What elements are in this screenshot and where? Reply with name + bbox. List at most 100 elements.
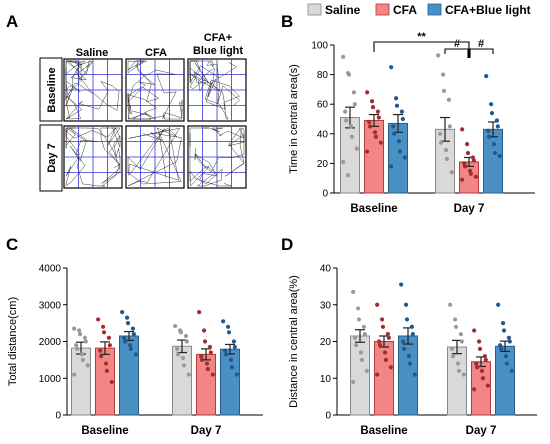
data-point bbox=[438, 140, 444, 145]
x-tick-label: Baseline bbox=[350, 203, 397, 215]
data-point bbox=[456, 368, 462, 373]
data-point bbox=[103, 361, 109, 366]
data-point bbox=[72, 372, 77, 377]
data-point bbox=[476, 339, 482, 344]
data-point bbox=[472, 387, 477, 392]
data-point bbox=[128, 346, 134, 351]
data-point bbox=[186, 372, 191, 377]
data-point bbox=[494, 118, 500, 123]
arena-1-2 bbox=[187, 125, 247, 189]
significance-bracket bbox=[373, 41, 470, 58]
data-point bbox=[100, 324, 106, 329]
data-point bbox=[367, 119, 372, 125]
data-point bbox=[175, 346, 180, 351]
data-point bbox=[409, 324, 415, 329]
data-point bbox=[447, 124, 452, 129]
data-point bbox=[181, 363, 187, 368]
x-tick-label: Baseline bbox=[360, 425, 407, 437]
data-point bbox=[348, 124, 354, 129]
data-point bbox=[504, 361, 510, 366]
y-tick-label: 20 bbox=[317, 159, 329, 170]
data-point bbox=[441, 88, 447, 93]
panel-a: Saline CFA CFA+ Blue light Baseline Day … bbox=[39, 32, 247, 192]
data-point bbox=[450, 346, 455, 351]
x-tick-label: Baseline bbox=[81, 425, 128, 437]
data-point bbox=[497, 153, 502, 159]
data-point bbox=[202, 339, 208, 344]
data-point bbox=[367, 124, 373, 129]
data-point bbox=[122, 339, 128, 344]
data-point bbox=[353, 343, 359, 348]
data-point bbox=[346, 72, 352, 77]
data-point bbox=[389, 65, 394, 70]
legend-label-cfa: CFA bbox=[393, 3, 417, 17]
legend-label-saline: Saline bbox=[325, 3, 361, 17]
data-point bbox=[495, 124, 500, 129]
x-tick-label: Day 7 bbox=[191, 425, 222, 437]
data-point bbox=[401, 339, 406, 344]
data-point bbox=[484, 73, 489, 79]
data-point bbox=[178, 330, 184, 335]
data-point bbox=[378, 140, 383, 145]
chart-c: 0 1000 2000 3000 4000 Total distance(cm) Basel… bbox=[7, 264, 263, 437]
data-point bbox=[488, 102, 494, 107]
significance-bracket bbox=[444, 48, 469, 58]
data-point bbox=[124, 315, 130, 320]
legend-label-cfa-blue: CFA+Blue light bbox=[445, 3, 531, 17]
data-point bbox=[375, 372, 380, 377]
legend-swatch-cfa-blue bbox=[427, 3, 442, 16]
data-point bbox=[120, 310, 125, 315]
data-point bbox=[364, 368, 369, 373]
data-point bbox=[77, 332, 83, 337]
data-point bbox=[482, 354, 488, 359]
legend-swatch-cfa bbox=[375, 3, 390, 16]
data-point bbox=[448, 302, 453, 307]
y-tick-label: 20 bbox=[320, 337, 332, 348]
data-point bbox=[341, 54, 346, 59]
y-tick-label: 4000 bbox=[39, 264, 62, 275]
data-point bbox=[365, 149, 370, 154]
data-point bbox=[201, 328, 207, 333]
data-point bbox=[465, 150, 471, 156]
data-point bbox=[210, 372, 215, 377]
data-point bbox=[406, 354, 412, 359]
y-tick-label: 40 bbox=[320, 264, 332, 275]
data-point bbox=[450, 354, 456, 359]
data-point bbox=[122, 335, 127, 340]
data-point bbox=[444, 156, 450, 162]
trajectory-path bbox=[189, 60, 240, 120]
data-point bbox=[356, 317, 362, 322]
data-point bbox=[72, 326, 77, 331]
data-point bbox=[197, 310, 202, 315]
data-point bbox=[400, 116, 405, 122]
data-point bbox=[221, 319, 226, 324]
data-point bbox=[341, 159, 346, 165]
data-point bbox=[362, 332, 367, 337]
trajectory-path bbox=[189, 127, 245, 187]
panel-a-row-label-box-day7 bbox=[39, 124, 63, 192]
data-point bbox=[498, 343, 503, 348]
y-tick-label: 60 bbox=[317, 100, 329, 111]
data-point bbox=[358, 350, 364, 355]
data-point bbox=[389, 164, 394, 169]
data-point bbox=[106, 335, 112, 340]
data-point bbox=[345, 173, 351, 178]
data-point bbox=[204, 361, 210, 366]
data-point bbox=[385, 332, 391, 337]
y-tick-label: 10 bbox=[320, 374, 332, 385]
panel-letter-b: B bbox=[281, 12, 293, 31]
panel-a-col-header-cfa-blue-1: CFA+ bbox=[204, 32, 232, 44]
data-point bbox=[370, 105, 376, 110]
data-point bbox=[175, 352, 181, 357]
data-point bbox=[343, 109, 348, 114]
data-point bbox=[101, 330, 107, 335]
data-point bbox=[96, 317, 101, 322]
data-point bbox=[353, 335, 358, 340]
data-point bbox=[82, 335, 88, 340]
data-point bbox=[359, 357, 365, 362]
data-point bbox=[486, 134, 492, 139]
data-point bbox=[377, 339, 382, 344]
data-point bbox=[184, 339, 189, 344]
data-point bbox=[351, 379, 356, 385]
